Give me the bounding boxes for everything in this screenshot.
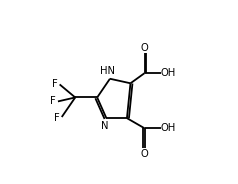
Text: O: O — [141, 43, 149, 53]
Text: N: N — [101, 121, 109, 131]
Text: OH: OH — [161, 68, 176, 78]
Text: OH: OH — [161, 123, 176, 133]
Text: F: F — [50, 96, 56, 106]
Text: HN: HN — [99, 66, 115, 76]
Text: F: F — [52, 79, 58, 89]
Text: O: O — [141, 148, 149, 159]
Text: F: F — [54, 113, 60, 123]
